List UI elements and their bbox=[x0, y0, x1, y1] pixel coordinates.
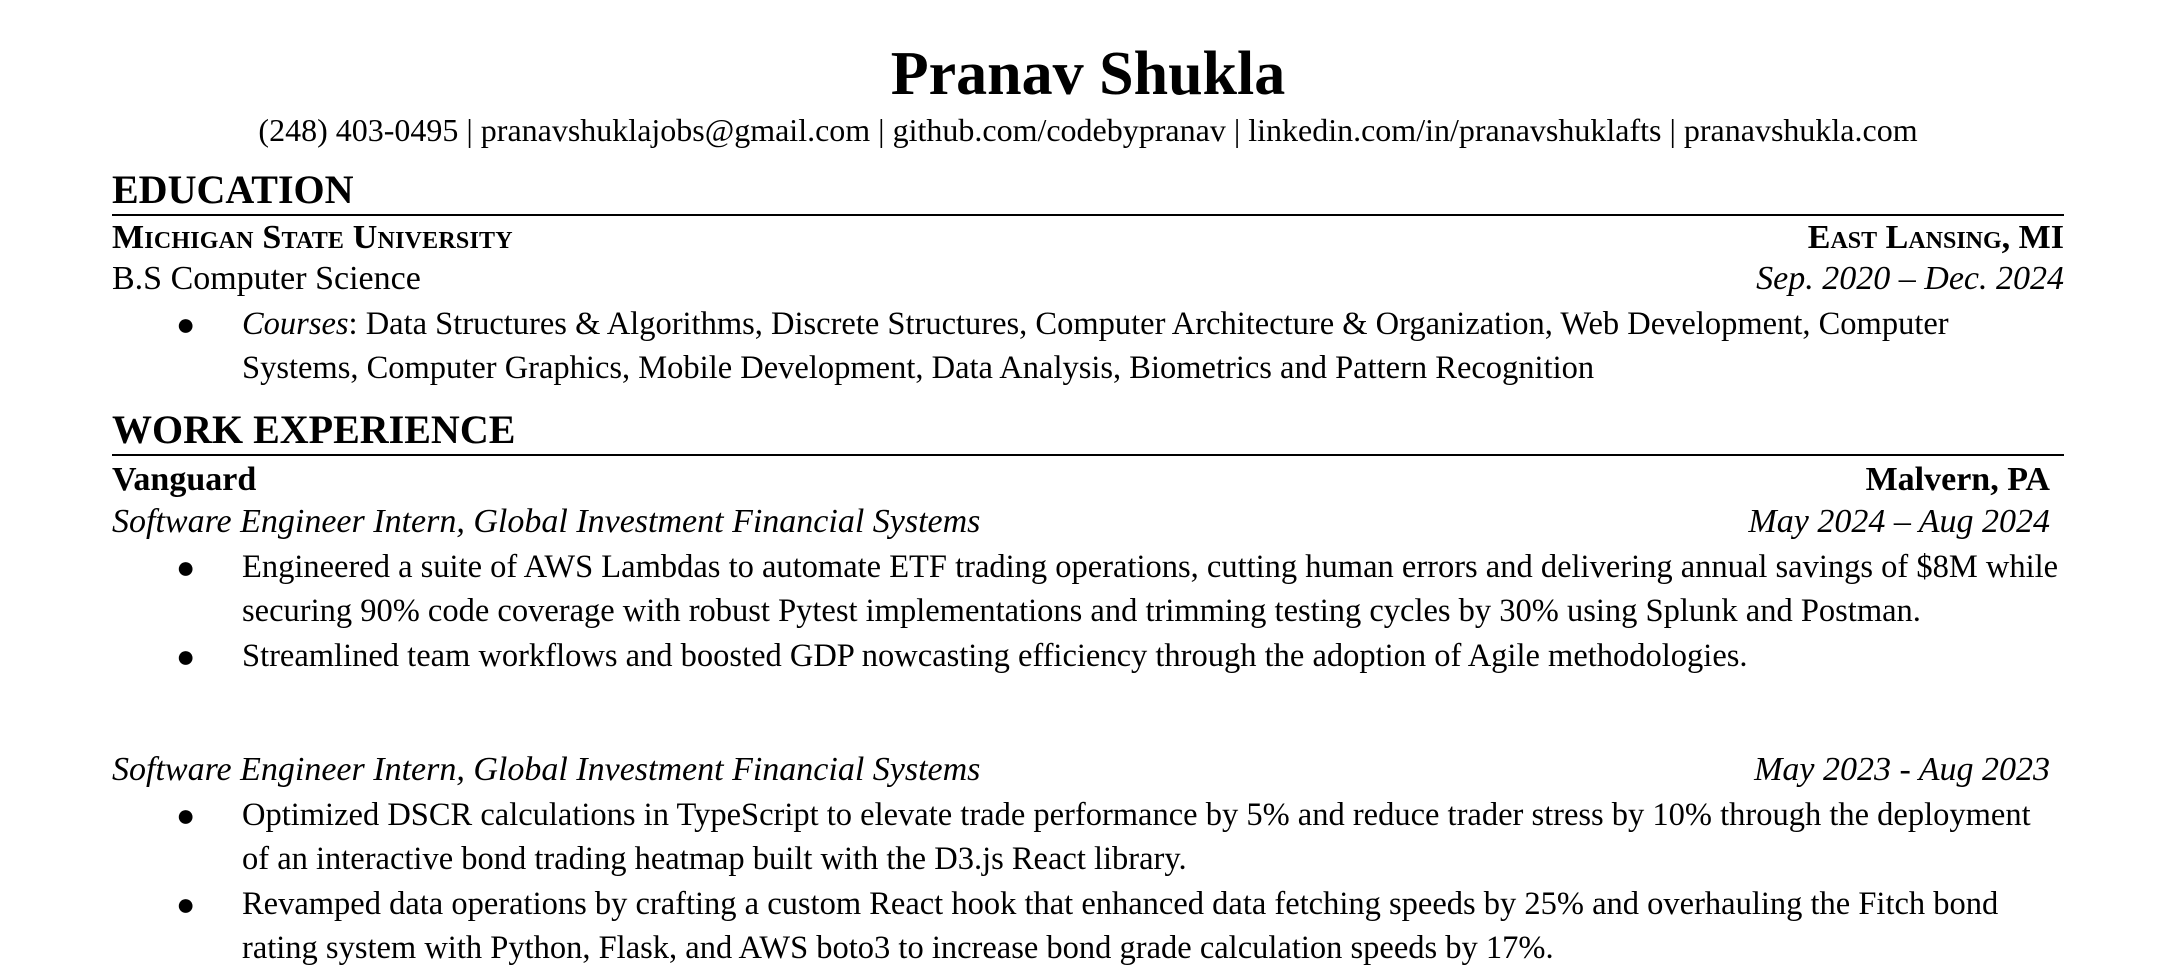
school-location: East Lansing, MI bbox=[1807, 219, 2064, 256]
contact-separator: | bbox=[1233, 112, 1241, 148]
role-dates: May 2023 - Aug 2023 bbox=[1754, 751, 2050, 788]
list-item: ● Revamped data operations by crafting a… bbox=[112, 883, 2064, 970]
company-row: Vanguard Malvern, PA bbox=[112, 460, 2064, 500]
education-school-row: Michigan State University East Lansing, … bbox=[112, 218, 2064, 258]
website-link[interactable]: pranavshukla.com bbox=[1683, 112, 1918, 148]
candidate-name: Pranav Shukla bbox=[890, 40, 1286, 108]
contact-line: (248) 403-0495 | pranavshuklajobs@gmail.co… bbox=[112, 110, 2064, 150]
courses-item: ● Courses: Data Structures & Algorithms,… bbox=[112, 303, 2064, 390]
bullet-text: Engineered a suite of AWS Lambdas to aut… bbox=[242, 549, 2059, 629]
school-name: Michigan State University bbox=[112, 219, 513, 256]
phone-number: (248) 403-0495 bbox=[258, 112, 459, 148]
education-degree-row: B.S Computer Science Sep. 2020 – Dec. 20… bbox=[112, 258, 2064, 300]
list-item: ● Optimized DSCR calculations in TypeScr… bbox=[112, 794, 2064, 881]
role-dates: May 2024 – Aug 2024 bbox=[1748, 503, 2050, 540]
contact-separator: | bbox=[1669, 112, 1676, 148]
role-row: Software Engineer Intern, Global Investm… bbox=[112, 501, 2064, 543]
company-location: Malvern, PA bbox=[1865, 461, 2050, 498]
bullet-dot: ● bbox=[176, 886, 196, 922]
github-link[interactable]: github.com/codebypranav bbox=[892, 112, 1226, 148]
bullet-text: Revamped data operations by crafting a c… bbox=[242, 886, 1999, 966]
bullet-dot: ● bbox=[176, 549, 196, 585]
bullet-dot: ● bbox=[176, 638, 196, 674]
contact-separator: | bbox=[466, 112, 473, 148]
courses-list: ● Courses: Data Structures & Algorithms,… bbox=[112, 303, 2064, 392]
role-title: Software Engineer Intern, Global Investm… bbox=[112, 751, 981, 788]
courses-text: : Data Structures & Algorithms, Discrete… bbox=[242, 306, 1949, 386]
education-dates: Sep. 2020 – Dec. 2024 bbox=[1756, 260, 2064, 297]
role-title: Software Engineer Intern, Global Investm… bbox=[112, 503, 981, 540]
bullet-dot: ● bbox=[176, 797, 196, 833]
bullet-dot: ● bbox=[176, 306, 196, 342]
role-row: Software Engineer Intern, Global Investm… bbox=[112, 749, 2064, 791]
company-name: Vanguard bbox=[112, 461, 257, 498]
education-heading: EDUCATION bbox=[112, 166, 2064, 216]
contact-separator: | bbox=[878, 112, 885, 148]
work-experience-heading: WORK EXPERIENCE bbox=[112, 406, 2064, 456]
role-bullets: ● Optimized DSCR calculations in TypeScr… bbox=[112, 794, 2064, 972]
list-item: ● Streamlined team workflows and boosted… bbox=[112, 635, 2064, 679]
role-bullets: ● Engineered a suite of AWS Lambdas to a… bbox=[112, 546, 2064, 681]
linkedin-link[interactable]: linkedin.com/in/pranavshuklafts bbox=[1248, 112, 1662, 148]
bullet-text: Streamlined team workflows and boosted G… bbox=[242, 638, 1748, 674]
degree: B.S Computer Science bbox=[112, 260, 421, 297]
list-item: ● Engineered a suite of AWS Lambdas to a… bbox=[112, 546, 2064, 633]
bullet-text: Optimized DSCR calculations in TypeScrip… bbox=[242, 797, 2031, 877]
email-link[interactable]: pranavshuklajobs@gmail.com bbox=[480, 112, 871, 148]
courses-label: Courses bbox=[242, 306, 349, 342]
